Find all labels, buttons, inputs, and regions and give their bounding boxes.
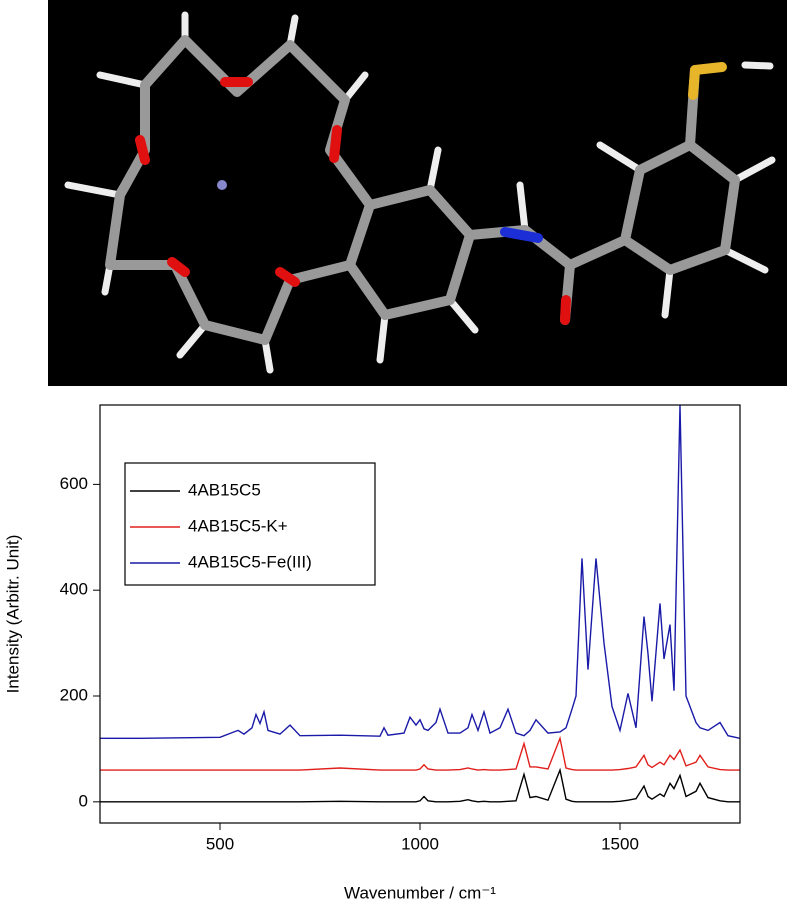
y-tick-label: 0 <box>79 791 88 810</box>
legend-label: 4AB15C5-K+ <box>188 516 288 535</box>
spectrum-line <box>100 767 740 803</box>
x-tick-label: 500 <box>206 834 234 853</box>
plot-frame <box>99 404 741 824</box>
x-tick-label: 1000 <box>401 834 439 853</box>
legend-label: 4AB15C5 <box>188 480 261 499</box>
oxygen-bonds <box>135 77 571 325</box>
y-tick-label: 200 <box>60 685 88 704</box>
y-axis-title: Intensity (Arbitr. Unit) <box>3 535 22 694</box>
y-tick-label: 400 <box>60 580 88 599</box>
sulfur-bonds <box>688 62 727 100</box>
series-group <box>100 767 740 803</box>
y-tick-label: 600 <box>60 474 88 493</box>
x-tick-label: 1500 <box>601 834 639 853</box>
x-axis-title: Wavenumber / cm⁻¹ <box>344 883 496 902</box>
chart: Wavenumber / cm⁻¹ Intensity (Arbitr. Uni… <box>3 404 741 902</box>
molecule-render <box>48 0 787 386</box>
nitrogen-bond <box>500 227 543 243</box>
metal-ion <box>217 180 227 190</box>
molecule-bonds <box>64 11 776 374</box>
series-group <box>100 405 740 739</box>
spectrum-line <box>100 405 740 739</box>
series-group <box>100 735 740 771</box>
spectrum-line <box>100 735 740 771</box>
legend-label: 4AB15C5-Fe(III) <box>188 552 312 571</box>
carbon-bonds <box>105 35 740 345</box>
h-sticks <box>64 11 776 374</box>
hydrogen-bonds <box>64 11 776 374</box>
legend-box <box>124 462 376 586</box>
